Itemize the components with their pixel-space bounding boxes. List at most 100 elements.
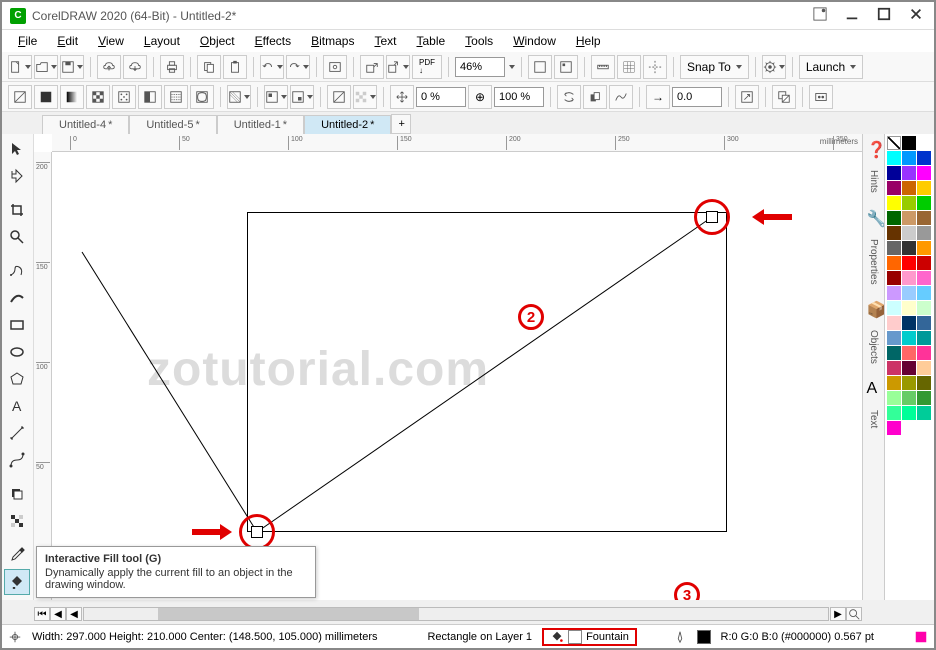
color-swatch[interactable] — [917, 151, 931, 165]
color-swatch[interactable] — [902, 241, 916, 255]
redo-button[interactable] — [286, 55, 310, 79]
artistic-media-tool[interactable] — [4, 285, 30, 311]
color-swatch[interactable] — [887, 361, 901, 375]
color-swatch[interactable] — [917, 361, 931, 375]
cloud-save-button[interactable] — [123, 55, 147, 79]
color-swatch[interactable] — [917, 241, 931, 255]
color-swatch[interactable] — [887, 331, 901, 345]
color-swatch[interactable] — [917, 211, 931, 225]
color-swatch[interactable] — [887, 211, 901, 225]
page-nav-first[interactable]: ⏮ — [34, 607, 50, 621]
menu-layout[interactable]: Layout — [136, 32, 188, 50]
color-swatch[interactable] — [902, 376, 916, 390]
color-swatch[interactable] — [902, 196, 916, 210]
menu-file[interactable]: File — [10, 32, 45, 50]
color-swatch[interactable] — [917, 316, 931, 330]
cloud-open-button[interactable] — [97, 55, 121, 79]
color-swatch[interactable] — [887, 316, 901, 330]
free-scale-button[interactable] — [735, 85, 759, 109]
edit-fill-button[interactable] — [809, 85, 833, 109]
color-swatch[interactable] — [917, 331, 931, 345]
connector-tool[interactable] — [4, 447, 30, 473]
crop-tool[interactable] — [4, 197, 30, 223]
zoom-fit-button[interactable] — [846, 607, 862, 621]
no-fill-button[interactable] — [8, 85, 32, 109]
pick-tool[interactable] — [4, 136, 30, 162]
color-swatch[interactable] — [917, 181, 931, 195]
docker-tab-text[interactable]: Text — [868, 406, 879, 432]
guides-button[interactable] — [643, 55, 667, 79]
color-swatch[interactable] — [887, 226, 901, 240]
paste-button[interactable] — [223, 55, 247, 79]
document-tab[interactable]: Untitled-2* — [304, 115, 391, 134]
color-swatch[interactable] — [887, 346, 901, 360]
color-swatch[interactable] — [887, 196, 901, 210]
color-swatch[interactable] — [917, 406, 931, 420]
polygon-tool[interactable] — [4, 366, 30, 392]
text-tool[interactable]: A — [4, 393, 30, 419]
color-swatch[interactable] — [917, 271, 931, 285]
color-swatch[interactable] — [902, 331, 916, 345]
eyedropper-tool[interactable] — [4, 542, 30, 568]
save-button[interactable] — [60, 55, 84, 79]
color-swatch[interactable] — [917, 196, 931, 210]
postscript-fill-button[interactable] — [190, 85, 214, 109]
menu-effects[interactable]: Effects — [247, 32, 299, 50]
open-button[interactable] — [34, 55, 58, 79]
color-swatch[interactable] — [917, 391, 931, 405]
color-swatch[interactable] — [887, 376, 901, 390]
node-size[interactable]: 100 % — [494, 87, 544, 107]
color-swatch[interactable] — [917, 301, 931, 315]
first-fill-button[interactable] — [327, 85, 351, 109]
fill-indicator[interactable]: Fountain — [542, 628, 637, 646]
color-swatch[interactable] — [917, 136, 931, 150]
color-swatch[interactable] — [902, 136, 916, 150]
two-color-pattern-button[interactable] — [138, 85, 162, 109]
rectangle-object[interactable] — [247, 212, 727, 532]
export-button[interactable] — [386, 55, 410, 79]
scale-icon[interactable]: ⊕ — [468, 85, 492, 109]
color-swatch[interactable] — [887, 286, 901, 300]
document-tab[interactable]: Untitled-4* — [42, 115, 129, 134]
menu-tools[interactable]: Tools — [457, 32, 501, 50]
minimize-button[interactable] — [842, 5, 862, 26]
maximize-button[interactable] — [874, 5, 894, 26]
no-fill-swatch[interactable] — [887, 136, 901, 150]
publish-pdf-button[interactable]: PDF↓ — [412, 55, 442, 79]
acceleration-btn[interactable]: → — [646, 85, 670, 109]
color-swatch[interactable] — [902, 271, 916, 285]
color-swatch[interactable] — [887, 391, 901, 405]
uniform-fill-button[interactable] — [34, 85, 58, 109]
drop-shadow-tool[interactable] — [4, 481, 30, 507]
transparency-picker[interactable] — [353, 85, 377, 109]
color-swatch[interactable] — [917, 226, 931, 240]
fullscreen-button[interactable] — [528, 55, 552, 79]
color-swatch[interactable] — [902, 181, 916, 195]
color-swatch[interactable] — [902, 391, 916, 405]
color-swatch[interactable] — [902, 256, 916, 270]
docker-icon[interactable]: 🔧 — [867, 209, 881, 223]
transparency-tool[interactable] — [4, 508, 30, 534]
docker-icon[interactable]: 📦 — [867, 300, 881, 314]
copy-button[interactable] — [197, 55, 221, 79]
scroll-left[interactable]: ◀ — [66, 607, 82, 621]
document-tab[interactable]: Untitled-1* — [217, 115, 304, 134]
pattern-back-color[interactable] — [290, 85, 314, 109]
docker-icon[interactable]: A — [867, 380, 881, 394]
menu-object[interactable]: Object — [192, 32, 243, 50]
texture-fill-button[interactable] — [164, 85, 188, 109]
color-swatch[interactable] — [902, 211, 916, 225]
horizontal-scrollbar[interactable]: ⏮ ◀ ◀ ▶ — [34, 606, 862, 622]
color-swatch[interactable] — [887, 271, 901, 285]
vector-pattern-button[interactable] — [86, 85, 110, 109]
menu-view[interactable]: View — [90, 32, 132, 50]
welcome-icon[interactable] — [810, 5, 830, 26]
color-swatch[interactable] — [917, 286, 931, 300]
color-swatch[interactable] — [902, 361, 916, 375]
docker-tab-hints[interactable]: Hints — [868, 166, 879, 197]
rectangle-tool[interactable] — [4, 312, 30, 338]
color-swatch[interactable] — [902, 151, 916, 165]
page-nav-prev[interactable]: ◀ — [50, 607, 66, 621]
canvas-area[interactable]: millimeters 050100150200250300350 200150… — [34, 134, 862, 600]
copy-fill-button[interactable] — [772, 85, 796, 109]
